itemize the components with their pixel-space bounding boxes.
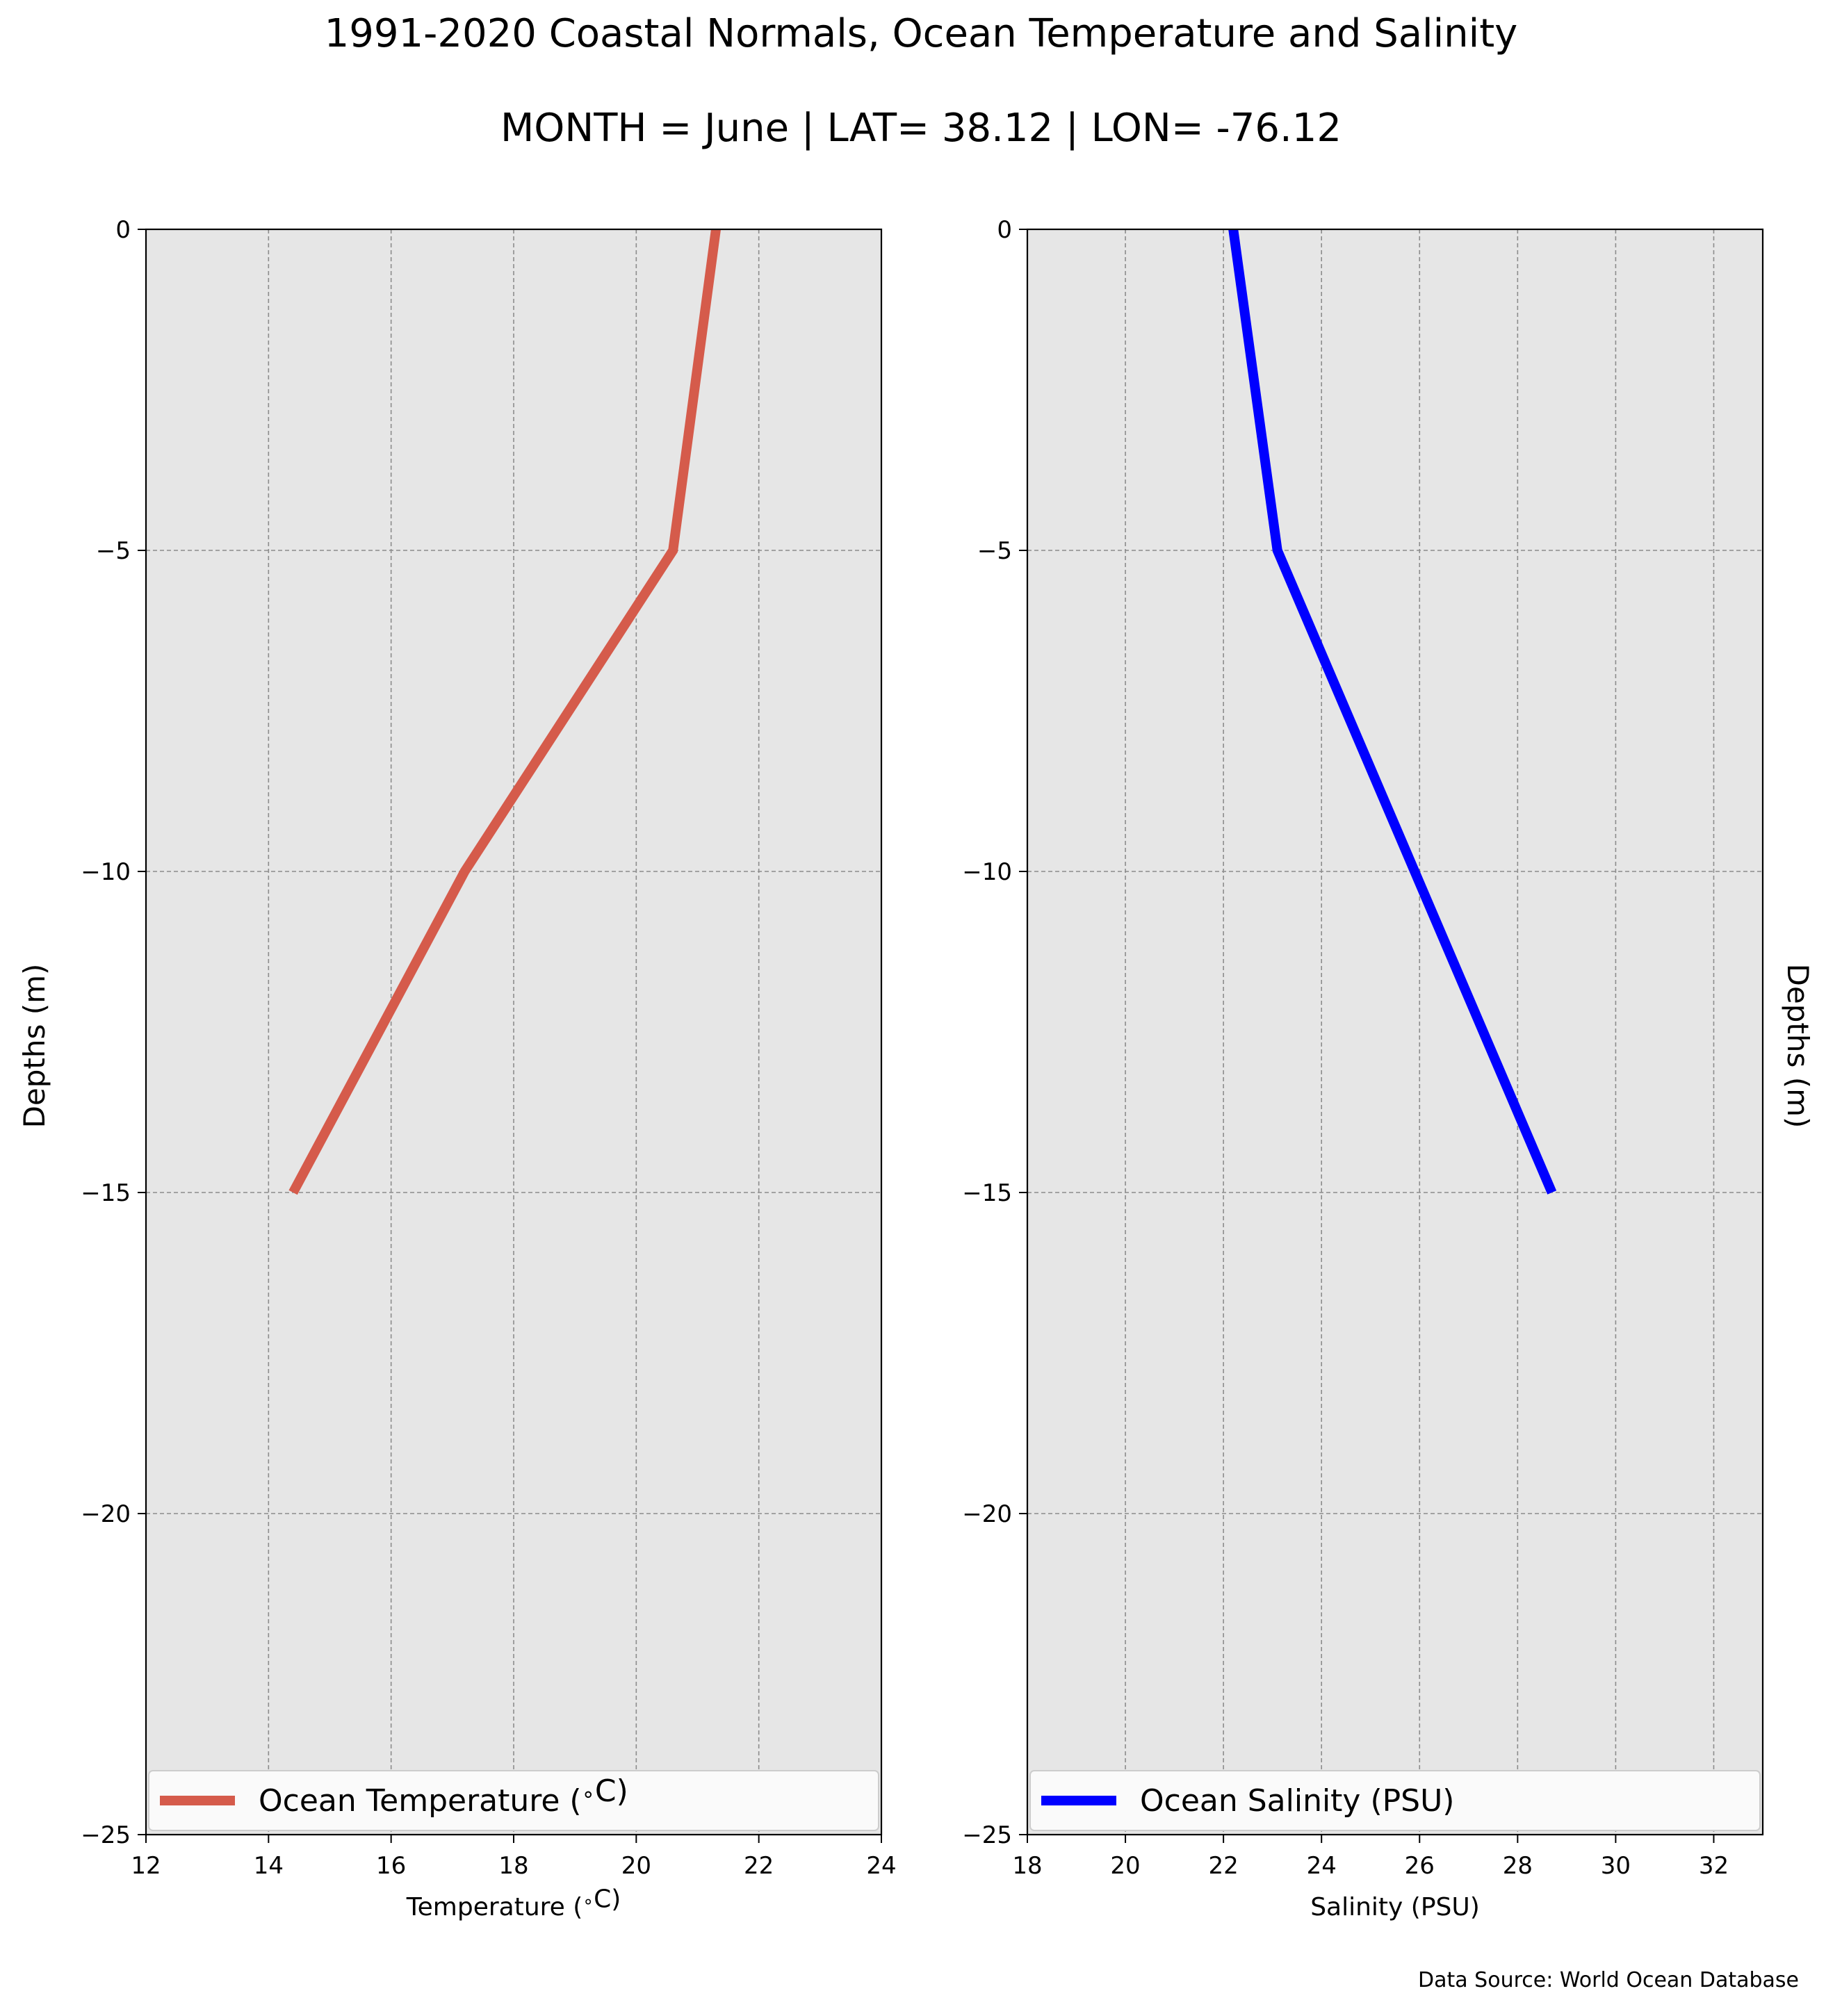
x-tick-label: 24	[1307, 1852, 1337, 1880]
salinity-panel: 18 20 22 24 26 28 30 32 0 −5 −10 −15 −20 −25 Salinity …	[962, 216, 1815, 1921]
legend-label: Ocean Salinity (PSU)	[1140, 1783, 1454, 1819]
x-tick-label: 22	[1209, 1852, 1239, 1880]
y-tick-label: −5	[977, 537, 1012, 565]
x-tick-label: 12	[131, 1852, 161, 1880]
x-tick-label: 20	[621, 1852, 651, 1880]
axes-frame	[1026, 228, 1764, 1836]
legend: Ocean Temperature (∘C)	[148, 1770, 879, 1831]
y-tick-label: −20	[81, 1500, 131, 1528]
data-source-note: Data Source: World Ocean Database	[1418, 1968, 1799, 1992]
y-axis-label: Depths (m)	[1781, 964, 1815, 1129]
y-tick-label: 0	[997, 216, 1012, 244]
y-tick-label: −5	[96, 537, 131, 565]
x-tick-label: 26	[1405, 1852, 1435, 1880]
y-tick-label: −15	[962, 1179, 1012, 1207]
series-line	[1228, 229, 1557, 1195]
y-tick-label: −25	[81, 1821, 131, 1849]
legend-box	[1029, 1770, 1761, 1831]
temperature-panel: 12 14 16 18 20 22 24 0 −5 −10 −15 −20 −25 Temperature…	[17, 216, 897, 1921]
x-tick-label: 24	[866, 1852, 896, 1880]
plot-area	[1027, 229, 1763, 1835]
x-tick-label: 20	[1110, 1852, 1140, 1880]
x-tick-label: 32	[1699, 1852, 1729, 1880]
x-tick-label: 28	[1503, 1852, 1533, 1880]
y-axis-label: Depths (m)	[17, 964, 51, 1129]
x-tick-label: 18	[1012, 1852, 1042, 1880]
chart-subtitle: MONTH = June | LAT= 38.12 | LON= -76.12	[500, 106, 1342, 151]
x-tick-label: 30	[1601, 1852, 1631, 1880]
x-tick-label: 14	[254, 1852, 284, 1880]
y-tick-label: −10	[81, 858, 131, 886]
x-tick-label: 16	[376, 1852, 406, 1880]
y-tick-label: −25	[962, 1821, 1012, 1849]
y-tick-label: −20	[962, 1500, 1012, 1528]
x-tick-label: 22	[744, 1852, 774, 1880]
chart-title: 1991-2020 Coastal Normals, Ocean Tempera…	[324, 11, 1518, 56]
x-tick-label: 18	[498, 1852, 528, 1880]
legend: Ocean Salinity (PSU)	[1029, 1770, 1761, 1831]
x-axis-label: Salinity (PSU)	[1310, 1893, 1480, 1921]
y-tick-label: 0	[115, 216, 131, 244]
legend-box	[148, 1770, 879, 1831]
y-tick-label: −15	[81, 1179, 131, 1207]
y-tick-label: −10	[962, 858, 1012, 886]
x-axis-label: Temperature (∘C)	[406, 1885, 621, 1921]
series-line	[288, 229, 721, 1195]
